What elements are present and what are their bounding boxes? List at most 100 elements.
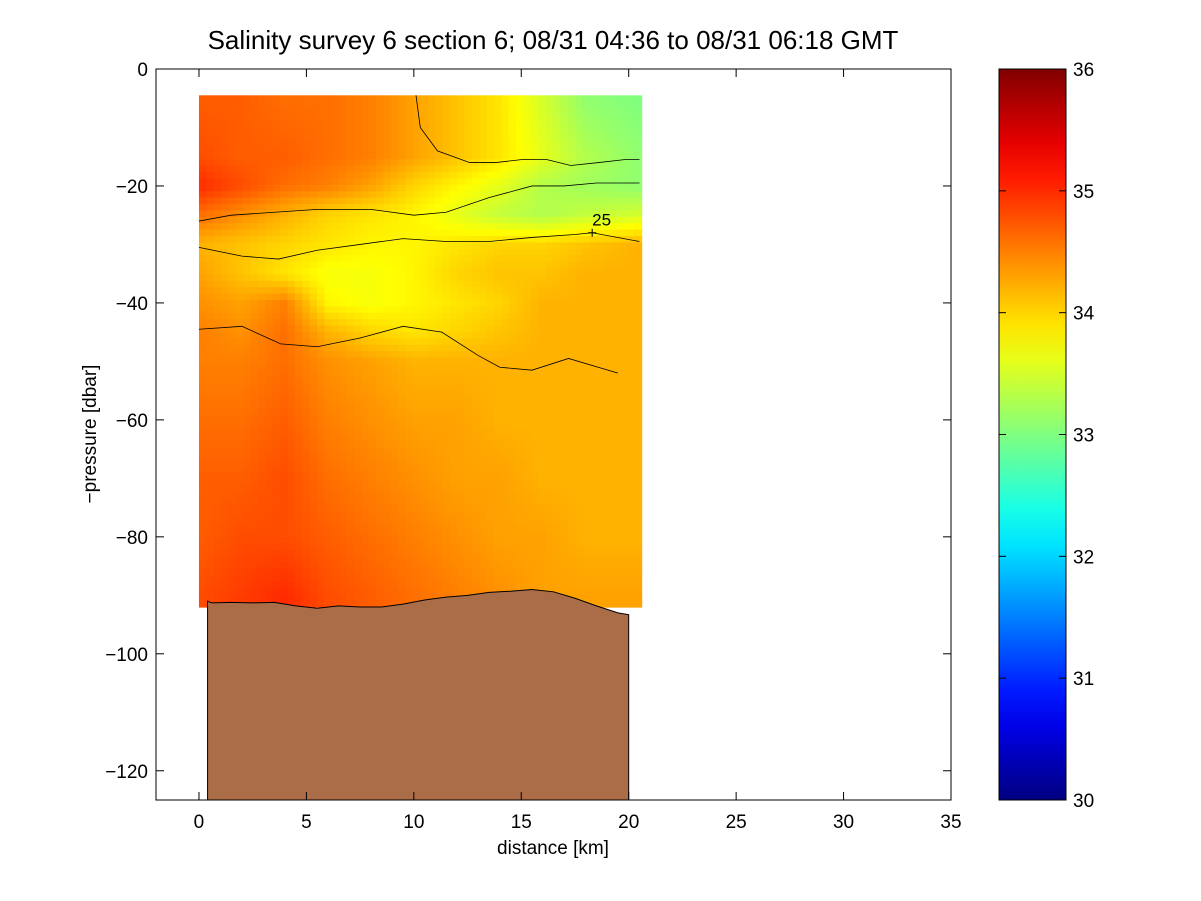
salinity-cell	[538, 210, 547, 218]
salinity-cell	[361, 101, 370, 109]
salinity-cell	[398, 165, 407, 173]
salinity-cell	[619, 530, 628, 538]
salinity-cell	[457, 319, 466, 327]
salinity-cell	[368, 338, 377, 346]
salinity-cell	[442, 197, 451, 205]
salinity-cell	[471, 210, 480, 218]
salinity-cell	[412, 152, 421, 160]
salinity-cell	[198, 120, 207, 128]
salinity-cell	[479, 268, 488, 276]
salinity-cell	[575, 210, 584, 218]
salinity-cell	[331, 504, 340, 512]
salinity-cell	[198, 376, 207, 384]
salinity-cell	[412, 114, 421, 122]
salinity-cell	[198, 133, 207, 141]
salinity-cell	[368, 319, 377, 327]
salinity-cell	[612, 120, 621, 128]
salinity-cell	[235, 370, 244, 378]
salinity-cell	[471, 389, 480, 397]
salinity-cell	[508, 581, 517, 589]
salinity-cell	[427, 594, 436, 602]
salinity-cell	[553, 357, 562, 365]
salinity-cell	[250, 479, 259, 487]
salinity-cell	[221, 216, 230, 224]
salinity-cell	[331, 178, 340, 186]
salinity-cell	[213, 408, 222, 416]
salinity-cell	[538, 447, 547, 455]
salinity-cell	[560, 261, 569, 269]
salinity-cell	[221, 568, 230, 576]
salinity-cell	[560, 434, 569, 442]
salinity-cell	[235, 344, 244, 352]
salinity-cell	[442, 242, 451, 250]
salinity-cell	[243, 408, 252, 416]
salinity-cell	[353, 331, 362, 339]
salinity-cell	[486, 440, 495, 448]
salinity-cell	[302, 299, 311, 307]
salinity-cell	[435, 395, 444, 403]
salinity-cell	[353, 325, 362, 333]
salinity-cell	[243, 152, 252, 160]
salinity-cell	[287, 344, 296, 352]
salinity-cell	[280, 204, 289, 212]
salinity-cell	[280, 280, 289, 288]
salinity-cell	[523, 101, 532, 109]
salinity-cell	[346, 427, 355, 435]
salinity-cell	[420, 172, 429, 180]
salinity-cell	[427, 306, 436, 314]
salinity-cell	[243, 587, 252, 595]
salinity-cell	[545, 312, 554, 320]
salinity-cell	[287, 376, 296, 384]
salinity-cell	[309, 133, 318, 141]
salinity-cell	[339, 120, 348, 128]
salinity-cell	[516, 363, 525, 371]
salinity-cell	[228, 562, 237, 570]
salinity-cell	[427, 242, 436, 250]
salinity-cell	[582, 523, 591, 531]
salinity-cell	[235, 101, 244, 109]
salinity-cell	[339, 549, 348, 557]
salinity-cell	[553, 236, 562, 244]
salinity-cell	[449, 146, 458, 154]
salinity-cell	[376, 376, 384, 384]
salinity-cell	[435, 344, 444, 352]
salinity-cell	[324, 562, 333, 570]
salinity-cell	[516, 184, 525, 192]
salinity-cell	[272, 95, 281, 103]
salinity-cell	[353, 287, 362, 295]
salinity-cell	[597, 255, 606, 263]
salinity-cell	[575, 229, 584, 237]
salinity-cell	[420, 472, 429, 480]
salinity-cell	[376, 95, 384, 103]
salinity-cell	[309, 331, 318, 339]
salinity-cell	[331, 453, 340, 461]
salinity-cell	[243, 248, 252, 256]
salinity-cell	[235, 108, 244, 116]
salinity-cell	[250, 466, 259, 474]
salinity-cell	[206, 120, 215, 128]
salinity-cell	[317, 331, 325, 339]
salinity-cell	[545, 274, 554, 282]
salinity-cell	[471, 120, 480, 128]
salinity-cell	[575, 268, 584, 276]
salinity-cell	[508, 363, 517, 371]
salinity-cell	[582, 434, 591, 442]
salinity-cell	[479, 370, 488, 378]
salinity-cell	[626, 389, 635, 397]
salinity-cell	[346, 172, 355, 180]
salinity-cell	[508, 427, 517, 435]
salinity-cell	[530, 517, 539, 525]
salinity-cell	[243, 575, 252, 583]
salinity-cell	[228, 312, 237, 320]
salinity-cell	[634, 210, 643, 218]
salinity-cell	[427, 312, 436, 320]
salinity-cell	[339, 223, 348, 231]
salinity-cell	[597, 536, 606, 544]
salinity-cell	[420, 523, 429, 531]
salinity-cell	[567, 466, 576, 474]
salinity-cell	[619, 395, 628, 403]
salinity-cell	[634, 376, 643, 384]
salinity-cell	[582, 248, 591, 256]
salinity-cell	[361, 197, 370, 205]
salinity-cell	[612, 395, 621, 403]
